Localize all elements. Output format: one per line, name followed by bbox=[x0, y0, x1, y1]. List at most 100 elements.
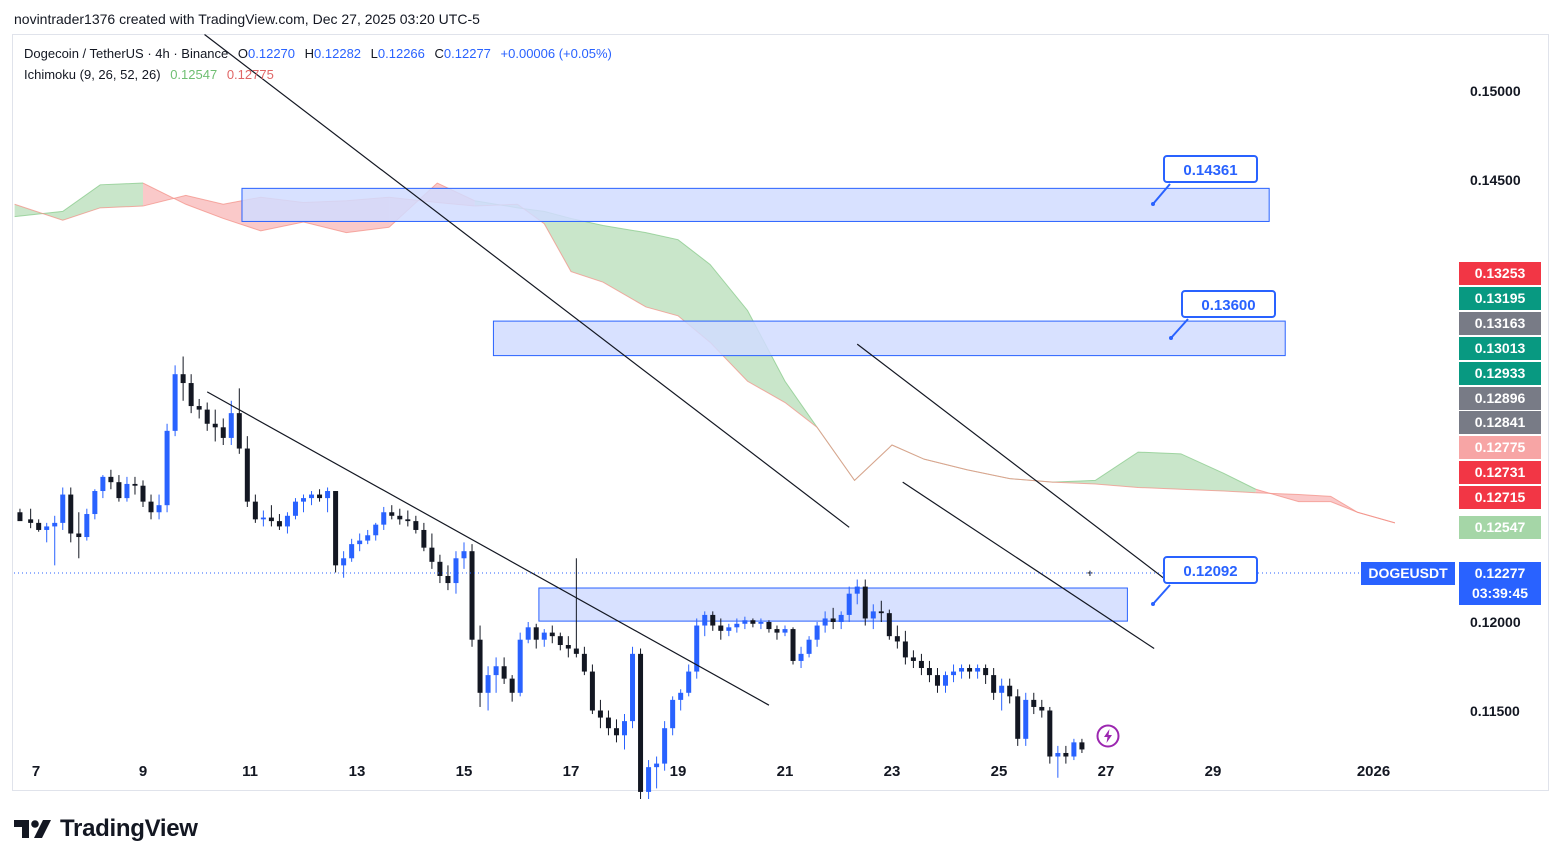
candle-body bbox=[678, 692, 684, 700]
candle-body bbox=[1007, 685, 1013, 697]
candle-body bbox=[252, 501, 258, 520]
candle-body bbox=[951, 671, 957, 676]
candle-body bbox=[445, 575, 451, 584]
candle-body bbox=[180, 374, 186, 384]
x-tick-label: 21 bbox=[776, 763, 794, 780]
symbol-name[interactable]: Dogecoin / TetherUS · 4h · Binance bbox=[24, 46, 229, 61]
candle-body bbox=[1031, 699, 1037, 707]
candle-body bbox=[108, 476, 114, 483]
candle-body bbox=[597, 710, 603, 718]
callout-pointer bbox=[1170, 318, 1189, 339]
brand-logo[interactable]: TradingView bbox=[14, 815, 198, 843]
candle-body bbox=[517, 639, 523, 693]
callout-0.14361[interactable]: 0.14361 bbox=[1163, 155, 1258, 183]
candle-body bbox=[132, 483, 138, 486]
candle-body bbox=[92, 491, 98, 515]
candle-body bbox=[525, 627, 531, 640]
current-price-tag: 0.12277 03:39:45 bbox=[1459, 562, 1541, 605]
candle-body bbox=[1015, 696, 1021, 739]
candle-body bbox=[188, 383, 194, 407]
candle-body bbox=[244, 448, 250, 502]
callout-anchor bbox=[1151, 202, 1155, 206]
candle-body bbox=[429, 547, 435, 562]
candle-body bbox=[325, 491, 331, 499]
candle-body bbox=[630, 653, 636, 722]
indicator-name[interactable]: Ichimoku (9, 26, 52, 26) bbox=[24, 67, 161, 82]
candle-body bbox=[967, 668, 973, 672]
candle-body bbox=[461, 551, 467, 559]
close-value: 0.12277 bbox=[443, 46, 491, 61]
price-tag: 0.12715 bbox=[1459, 486, 1541, 510]
candle-body bbox=[1055, 752, 1061, 757]
candle-body bbox=[501, 666, 507, 679]
candle-body bbox=[397, 515, 403, 520]
candle-body bbox=[854, 586, 860, 594]
indicator-value-2: 0.12775 bbox=[226, 67, 274, 82]
ichimoku-cloud-segment bbox=[14, 183, 143, 221]
candle-body bbox=[236, 413, 242, 449]
price-tag: 0.12841 bbox=[1459, 411, 1541, 435]
candle-body bbox=[622, 721, 627, 736]
candle-body bbox=[983, 668, 989, 676]
span-a-line bbox=[142, 182, 390, 234]
chart-frame[interactable] bbox=[12, 34, 1549, 791]
candle-body bbox=[28, 519, 34, 523]
candle-body bbox=[421, 529, 427, 548]
candle-body bbox=[509, 678, 515, 693]
flash-icon[interactable] bbox=[1096, 724, 1120, 748]
candle-body bbox=[196, 406, 202, 410]
candle-body bbox=[613, 728, 619, 736]
callout-anchor bbox=[1151, 602, 1155, 606]
price-tag: 0.12547 bbox=[1459, 516, 1541, 539]
callout-anchor bbox=[1169, 336, 1173, 340]
candle-body bbox=[654, 763, 660, 768]
candle-body bbox=[910, 657, 916, 661]
candle-body bbox=[164, 430, 170, 506]
candle-body bbox=[341, 558, 347, 566]
indicator-legend[interactable]: Ichimoku (9, 26, 52, 26) 0.12547 0.12775 bbox=[24, 67, 274, 82]
candle-body bbox=[276, 521, 282, 527]
candle-body bbox=[333, 491, 339, 566]
candle-body bbox=[100, 476, 106, 492]
candle-body bbox=[140, 485, 146, 502]
candle-body bbox=[999, 685, 1005, 693]
candle-body bbox=[694, 625, 700, 672]
candle-body bbox=[549, 632, 555, 637]
candle-body bbox=[662, 728, 668, 764]
x-tick-label: 9 bbox=[138, 763, 148, 780]
candle-body bbox=[814, 625, 820, 640]
open-value: 0.12270 bbox=[248, 46, 296, 61]
candle-body bbox=[373, 524, 379, 536]
candle-body bbox=[943, 675, 948, 686]
zone-0.14361 bbox=[241, 187, 1270, 222]
candle-body bbox=[870, 611, 876, 619]
callout-0.12092[interactable]: 0.12092 bbox=[1163, 556, 1258, 584]
candle-body bbox=[605, 717, 611, 729]
candle-body bbox=[894, 636, 900, 642]
callout-0.13600[interactable]: 0.13600 bbox=[1181, 290, 1276, 318]
candle-body bbox=[36, 522, 42, 530]
candle-body bbox=[365, 535, 371, 541]
candle-body bbox=[413, 521, 419, 530]
candle-body bbox=[830, 618, 836, 622]
candle-body bbox=[862, 586, 868, 619]
candle-body bbox=[589, 671, 595, 711]
candle-body bbox=[309, 494, 315, 499]
candle-body bbox=[790, 629, 796, 661]
x-tick-label: 13 bbox=[348, 763, 366, 780]
candle-body bbox=[1071, 742, 1077, 757]
candle-body bbox=[726, 627, 732, 631]
y-tick-label: 0.11500 bbox=[1470, 703, 1520, 719]
candle-body bbox=[822, 618, 828, 626]
candle-body bbox=[565, 645, 571, 649]
candle-body bbox=[172, 374, 178, 431]
candle-body bbox=[357, 540, 363, 545]
candle-body bbox=[766, 622, 772, 630]
candle-body bbox=[742, 620, 748, 624]
candle-body bbox=[17, 512, 23, 522]
candle-body bbox=[477, 639, 483, 693]
y-tick-label: 0.12000 bbox=[1470, 614, 1521, 630]
trend-line bbox=[204, 34, 850, 528]
candle-body bbox=[686, 671, 692, 693]
